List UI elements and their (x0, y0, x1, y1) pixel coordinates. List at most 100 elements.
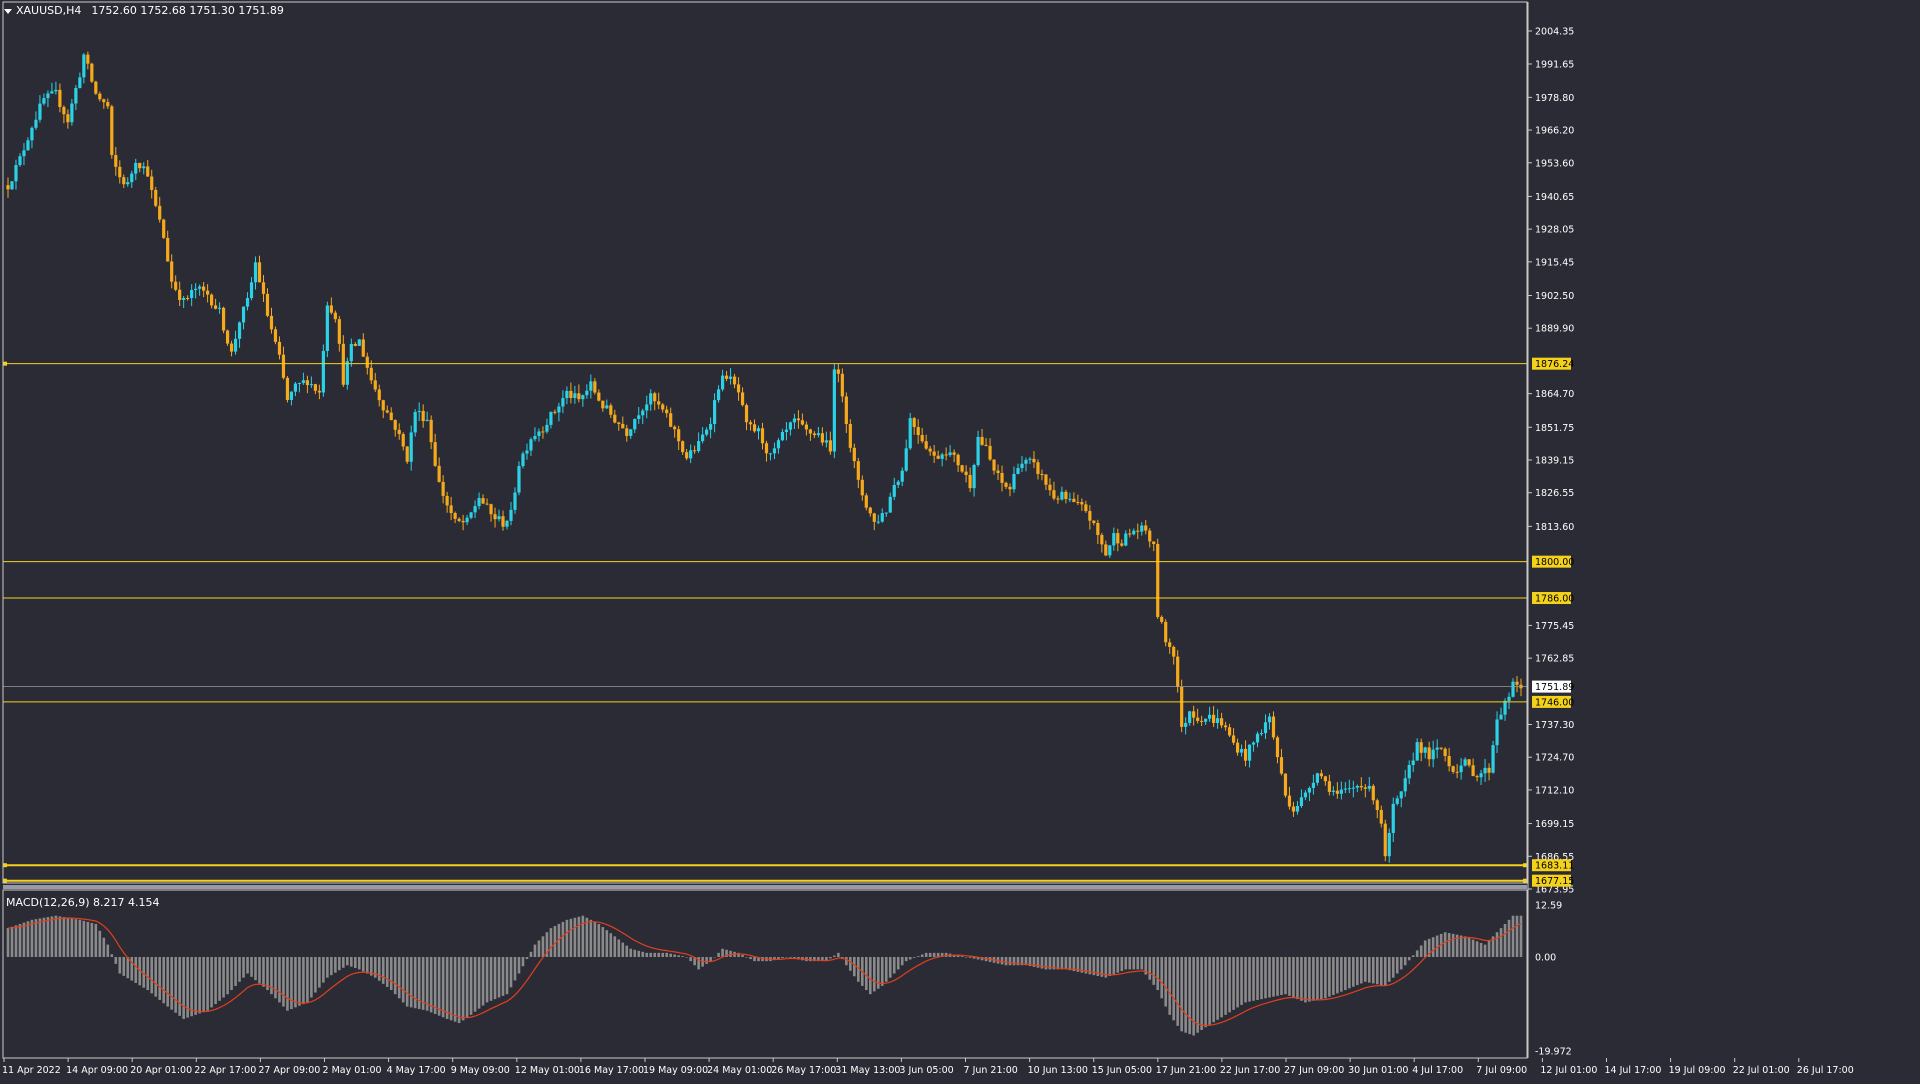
y-tick-label: 1686.55 (1535, 852, 1574, 863)
candle-body (1315, 773, 1320, 783)
candle-body (305, 380, 310, 386)
level-handle[interactable] (3, 361, 7, 366)
horizontal-levels[interactable] (3, 361, 1527, 883)
candle-body (102, 99, 106, 103)
candle-body (852, 447, 856, 462)
candle-body (333, 312, 337, 320)
macd-bar (876, 957, 880, 989)
candle-body (90, 63, 94, 82)
time-axis[interactable]: 11 Apr 2022 14 Apr 09:00 20 Apr 01:00 22 Ap… (2, 1058, 1854, 1076)
candle-body (1160, 616, 1164, 622)
y-tick-label: 1839.15 (1535, 456, 1574, 467)
level-price-tag[interactable] (1532, 695, 1571, 708)
candle-body (984, 444, 988, 446)
macd-axis[interactable]: 12.59 0.00 -19.972 (1535, 901, 1572, 1058)
macd-histogram (6, 915, 1523, 1036)
candle-body (54, 89, 58, 92)
macd-bar (677, 955, 680, 957)
y-tick-label: 1762.85 (1535, 654, 1574, 665)
macd-bar (178, 957, 181, 1016)
macd-bar (1447, 933, 1451, 957)
macd-bar (377, 957, 381, 981)
candle-body (1080, 502, 1084, 505)
macd-bar (290, 957, 293, 1010)
macd-bar (270, 957, 273, 995)
macd-bar (1088, 957, 1092, 975)
candle-body (1451, 766, 1455, 772)
macd-bar (429, 957, 433, 1013)
macd-bar (920, 954, 924, 957)
candle-body (641, 410, 645, 416)
macd-bar (1192, 957, 1195, 1036)
candle-body (756, 428, 761, 432)
macd-bar (166, 957, 169, 1007)
level-price-tag[interactable] (1532, 555, 1571, 568)
x-tick-label: 14 Jul 17:00 (1605, 1065, 1662, 1076)
macd-bar (361, 957, 365, 972)
x-tick-label: 11 Apr 2022 (2, 1065, 61, 1076)
macd-bar (1296, 957, 1299, 1000)
level-price-tag[interactable] (1532, 874, 1571, 887)
candle-body (345, 361, 349, 385)
macd-bar (669, 953, 672, 957)
macd-bar (641, 951, 645, 957)
pane-separator[interactable] (3, 885, 1527, 889)
candle-body (277, 341, 282, 355)
candle-body (1072, 498, 1076, 503)
macd-bar (1455, 934, 1459, 957)
macd-bar (146, 957, 150, 991)
macd-bar (821, 957, 824, 962)
candle-body (110, 106, 114, 156)
macd-bar (22, 922, 26, 957)
macd-bar (449, 957, 453, 1021)
candle-body (1064, 491, 1068, 499)
candle-body (393, 420, 397, 430)
macd-bar (401, 957, 405, 1003)
candle-body (38, 103, 42, 120)
price-axis[interactable]: 2004.35 1991.65 1978.80 1966.20 1953.60 1940.… (1528, 27, 1574, 896)
macd-bar (1068, 957, 1072, 971)
macd-bar (42, 917, 46, 957)
macd-bar (465, 957, 469, 1018)
level-handle[interactable] (1523, 863, 1527, 868)
candle-body (1431, 749, 1435, 760)
macd-bar (625, 945, 629, 957)
candle-body (357, 339, 361, 346)
level-price-tag[interactable] (1532, 357, 1571, 370)
macd-bar (417, 957, 421, 1010)
macd-bar (1080, 957, 1084, 973)
level-price-tag[interactable] (1532, 592, 1571, 605)
level-handle[interactable] (3, 878, 7, 883)
candle-body (198, 286, 202, 289)
chart-frames (2, 1, 1529, 1059)
level-handle[interactable] (3, 863, 7, 868)
y-tick-label: 1915.45 (1535, 257, 1574, 268)
candle-body (868, 507, 872, 514)
macd-bar (1232, 957, 1235, 1010)
candle-body (513, 492, 517, 510)
macd-bar (1096, 957, 1100, 976)
candle-body (521, 453, 525, 467)
candle-body (1200, 720, 1204, 722)
macd-bar (453, 957, 457, 1022)
candle-body (269, 315, 274, 330)
x-tick-label: 19 May 09:00 (643, 1065, 708, 1076)
level-handle[interactable] (1523, 878, 1527, 883)
macd-tick-label: 12.59 (1535, 901, 1562, 912)
candle-body (541, 431, 545, 433)
dropdown-triangle-icon[interactable] (4, 8, 12, 14)
macd-bar (1348, 957, 1351, 989)
candle-body (1024, 459, 1028, 464)
candle-body (589, 381, 593, 391)
macd-bar (593, 921, 597, 957)
macd-bar (665, 952, 668, 957)
candle-body (629, 429, 633, 436)
macd-bar (1395, 957, 1399, 974)
y-tick-label: 1889.90 (1535, 324, 1574, 335)
level-price-tag[interactable] (1532, 859, 1571, 872)
macd-bar (38, 918, 42, 957)
candle-body (1395, 798, 1399, 804)
candle-body (916, 427, 920, 435)
